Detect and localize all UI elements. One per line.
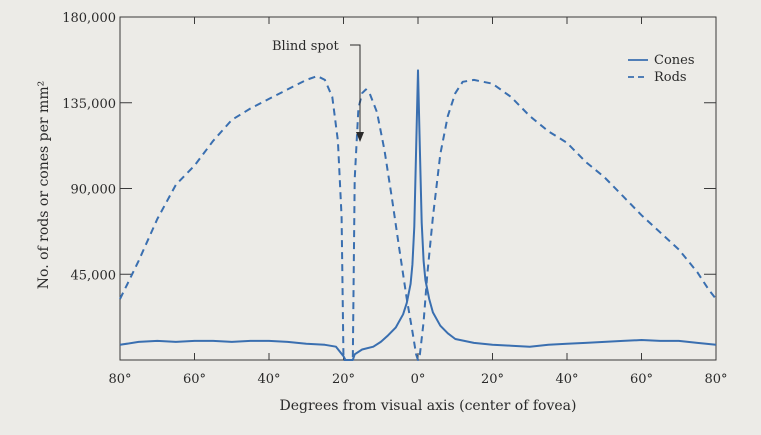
y-axis-ticks: 45,000 90,000 135,000 180,000 <box>62 11 716 283</box>
x-tick-label: 60° <box>183 372 206 387</box>
y-tick-label: 135,000 <box>62 97 116 112</box>
legend: Cones Rods <box>628 53 695 85</box>
x-tick-label: 80° <box>704 372 727 387</box>
series-line-cones <box>119 69 717 361</box>
x-tick-label: 20° <box>481 372 504 387</box>
blind-spot-arrow <box>350 44 361 140</box>
x-axis-title: Degrees from visual axis (center of fove… <box>280 398 577 414</box>
blind-spot-label: Blind spot <box>272 39 340 54</box>
y-axis-title: No. of rods or cones per mm² <box>36 81 52 289</box>
x-tick-label: 0° <box>411 372 426 387</box>
x-axis-ticks: 80° 60° 40° 20° 0° 20° 40° 60° 80° <box>108 17 728 387</box>
series-line-rods <box>119 75 717 361</box>
y-tick-label: 45,000 <box>71 268 117 283</box>
x-tick-label: 40° <box>555 372 578 387</box>
plot-area <box>119 16 717 361</box>
series-layer <box>119 69 717 361</box>
y-tick-label: 90,000 <box>71 183 117 198</box>
blind-spot-arrowhead <box>356 132 364 142</box>
x-tick-label: 80° <box>108 372 131 387</box>
y-tick-label: 180,000 <box>62 11 116 26</box>
blind-spot-annotation: Blind spot <box>272 39 364 142</box>
x-tick-label: 20° <box>332 372 355 387</box>
x-tick-label: 40° <box>257 372 280 387</box>
legend-rods-label: Rods <box>654 70 687 85</box>
legend-cones-label: Cones <box>654 53 695 68</box>
x-tick-label: 60° <box>630 372 653 387</box>
